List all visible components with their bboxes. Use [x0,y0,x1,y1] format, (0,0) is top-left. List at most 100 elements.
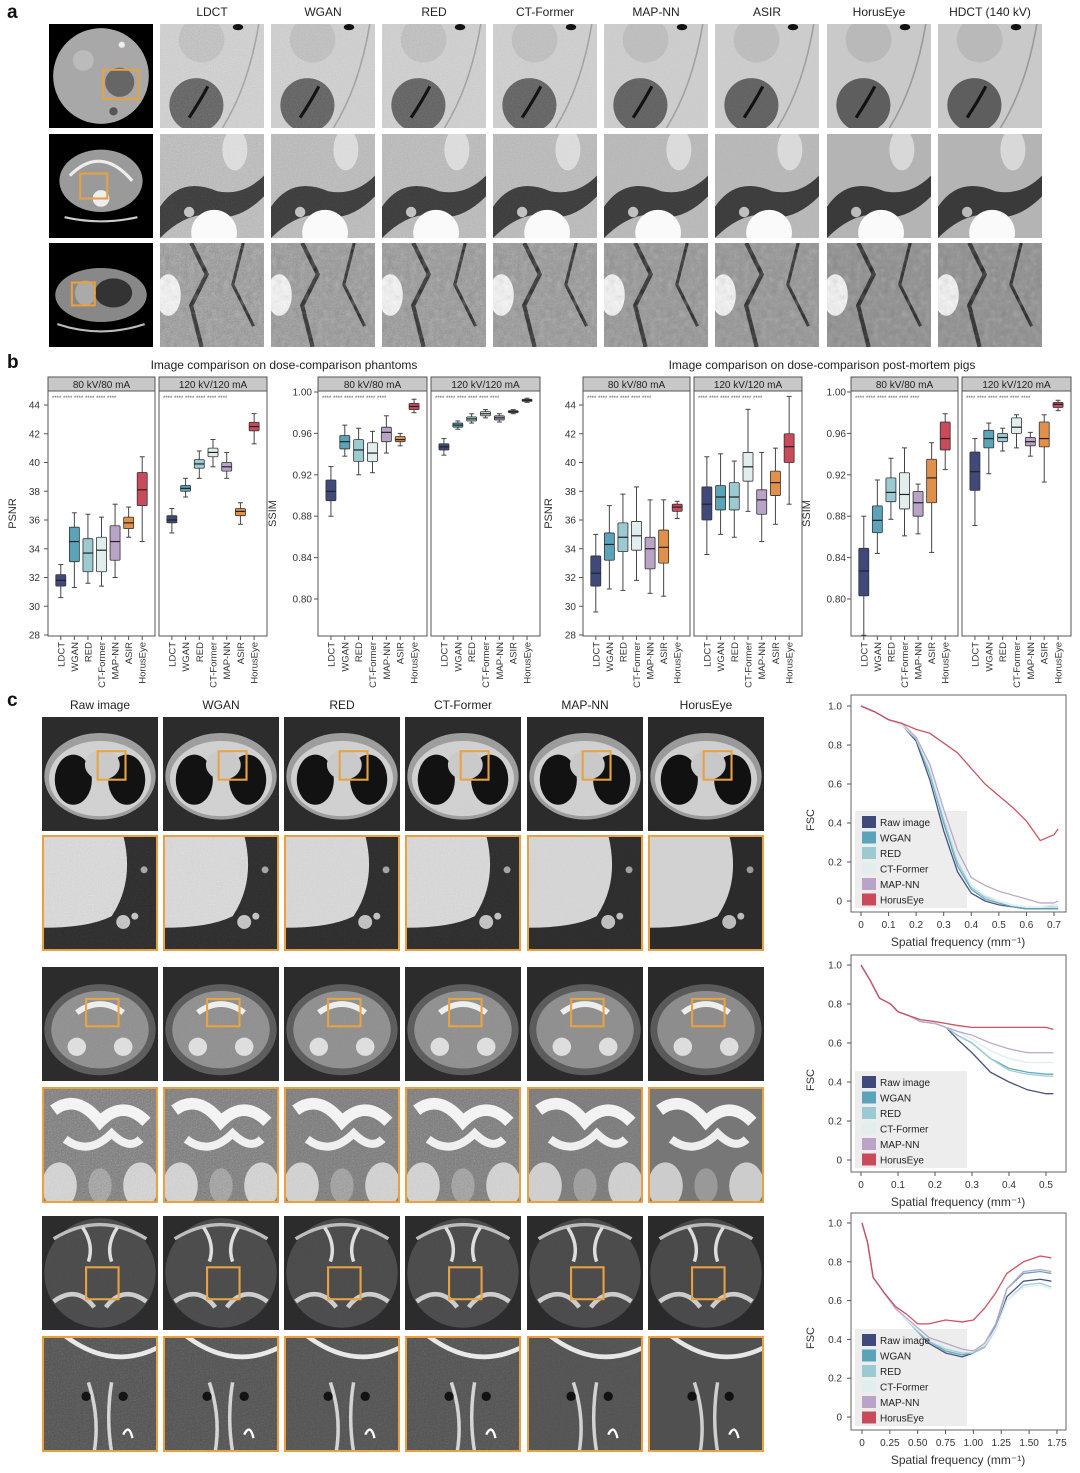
y-tick-label: 0.80 [827,595,847,606]
crop-abdomen-map-nn-graphic [604,134,708,238]
box-wgan: WGAN [871,479,884,672]
box-ct-former: CT-Former [367,430,379,688]
box-ldct: LDCT [701,456,713,667]
facet-120kv: 120 kV/120 mA **** **** **** **** **** **… [158,376,268,688]
facet-120kv: 120 kV/120 mA **** **** **** **** **** **… [961,376,1072,688]
facet-frame [317,390,428,637]
box-iqr [899,472,910,510]
overview-chest-red-graphic [284,717,400,831]
series-line-horuseye [860,705,1059,842]
zoom-skull-base-map-nn [527,1336,643,1452]
facet-80kv: 80 kV/80 mA **** **** **** **** **** ****… [850,376,959,688]
overview-pelvis-horuseye-graphic [648,967,764,1081]
x-tick-label: WGAN [340,642,351,672]
y-tick-label: 0.2 [828,1117,842,1128]
x-tick-label: MAP-NN [646,642,657,680]
legend-swatch [862,1380,876,1393]
box-ldct: LDCT [969,438,981,667]
crop-abdomen-ct-former-graphic [493,134,597,238]
y-tick-label: 30 [565,602,577,613]
overview-chest-wgan-graphic [163,717,279,831]
legend-label: MAP-NN [880,1140,919,1151]
y-tick-label: 0.96 [827,429,847,440]
box-map-nn: MAP-NN [109,503,122,679]
box-iqr [701,486,713,521]
facet-80kv: 80 kV/80 mA **** **** **** **** **** ****… [47,376,156,688]
box-red: RED [353,427,365,662]
y-tick-label: 1.0 [828,702,842,713]
zoom-chest-raw-image [42,835,158,951]
zoom-chest-wgan-graphic [163,835,279,951]
box-iqr [166,515,178,524]
zoom-skull-base-horuseye [648,1336,764,1452]
box-asir: ASIR [507,409,520,664]
y-tick-label: 0.2 [828,1374,842,1385]
x-tick-label: RED [195,642,206,662]
box-iqr [912,490,924,517]
crop-abdomen-horuseye-graphic [827,134,931,238]
box-iqr [728,482,740,511]
overview-chest-horuseye [648,717,764,831]
x-tick-label: MAP-NN [1026,642,1037,680]
x-tick-label: MAP-NN [914,642,925,680]
box-map-nn: MAP-NN [756,451,768,679]
zoom-pelvis-wgan-graphic [163,1087,279,1203]
y-tick-label: 0.4 [828,819,842,830]
overview-chest-raw-image [42,717,158,831]
legend-label: WGAN [880,834,911,845]
box-red: RED [997,427,1009,662]
box-iqr [1011,417,1022,434]
legend-label: Raw image [880,818,930,829]
box-red: RED [466,413,478,662]
y-tick-label: 40 [565,458,577,469]
box-asir: ASIR [235,502,247,664]
x-tick-label: ASIR [927,642,938,664]
zoom-chest-map-nn [527,835,643,951]
box-iqr [590,555,602,587]
crop-phantom-map-nn-graphic [604,24,708,128]
column-header-red: RED [329,698,355,712]
overview-chest-raw-image-graphic [42,717,158,831]
x-tick-label: 0 [858,920,864,931]
y-tick-label: 1.00 [293,388,313,399]
y-axis-label: FSC [805,1069,817,1091]
boxplot-ssim-pigs: SSIM 0.80 0.84 0.88 0.92 0.96 1.00 80 kV/80 mA *… [801,376,1072,688]
overview-chest-red [284,717,400,831]
box-iqr [871,505,883,534]
box-asir: ASIR [394,432,407,664]
facet-120kv: 120 kV/120 mA **** **** **** **** **** **… [430,376,541,688]
x-tick-label: RED [83,642,94,662]
crop-phantom-hdct-140-kv- [938,24,1042,128]
overview-skull-base-wgan [163,1216,279,1330]
thumbnail-phantom-graphic [49,24,153,128]
significance-stars: **** **** **** **** **** **** [163,396,228,402]
x-tick-label: CT-Former [900,642,911,688]
zoom-pelvis-horuseye [648,1087,764,1203]
facet-80kv: 80 kV/80 mA **** **** **** **** **** ****… [317,376,428,688]
panel-label-b: b [7,352,19,373]
zoom-pelvis-red-graphic [284,1087,400,1203]
y-tick-label: 0.8 [828,1000,842,1011]
zoom-pelvis-horuseye-graphic [648,1087,764,1203]
y-tick-label: 1.0 [828,1219,842,1230]
crop-thorax-horuseye [827,243,931,347]
crop-thorax-wgan-graphic [271,243,375,347]
crop-phantom-ldct-graphic [160,24,264,128]
box-ldct: LDCT [438,438,450,667]
y-tick-label: 0.8 [828,1257,842,1268]
overview-chest-map-nn-graphic [527,717,643,831]
legend-label: Raw image [880,1336,930,1347]
overview-skull-base-map-nn [527,1216,643,1330]
box-horuseye: HorusEye [136,456,149,684]
zoom-chest-ct-former-graphic [405,835,521,951]
box-iqr [756,489,768,515]
box-wgan: WGAN [339,424,351,672]
legend-label: RED [880,1367,901,1378]
zoom-pelvis-map-nn [527,1087,643,1203]
overview-chest-ct-former-graphic [405,717,521,831]
x-axis-label: Spatial frequency (mm⁻¹) [891,935,1025,949]
box-horuseye: HorusEye [1052,399,1065,684]
significance-stars: **** **** **** **** **** **** [435,396,500,402]
facet-strip-label: 80 kV/80 mA [344,380,402,391]
